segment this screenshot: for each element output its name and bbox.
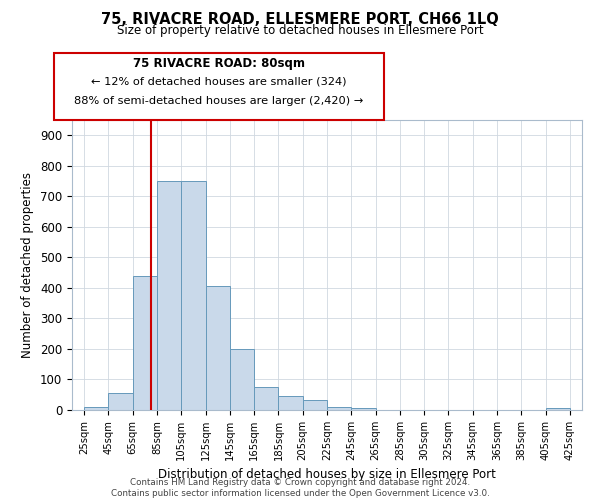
Bar <box>181 181 206 410</box>
Bar <box>327 407 351 410</box>
Bar <box>254 387 278 410</box>
Text: 88% of semi-detached houses are larger (2,420) →: 88% of semi-detached houses are larger (… <box>74 96 364 106</box>
Bar <box>133 276 157 410</box>
Bar <box>278 396 303 410</box>
Text: 75 RIVACRE ROAD: 80sqm: 75 RIVACRE ROAD: 80sqm <box>133 58 305 70</box>
Bar <box>545 408 570 410</box>
Text: Size of property relative to detached houses in Ellesmere Port: Size of property relative to detached ho… <box>116 24 484 37</box>
Bar <box>206 286 230 410</box>
Bar <box>230 349 254 410</box>
Text: 75, RIVACRE ROAD, ELLESMERE PORT, CH66 1LQ: 75, RIVACRE ROAD, ELLESMERE PORT, CH66 1… <box>101 12 499 28</box>
Bar <box>84 407 109 410</box>
Text: ← 12% of detached houses are smaller (324): ← 12% of detached houses are smaller (32… <box>91 76 347 86</box>
Bar <box>303 400 327 410</box>
Y-axis label: Number of detached properties: Number of detached properties <box>22 172 34 358</box>
Bar <box>157 181 181 410</box>
X-axis label: Distribution of detached houses by size in Ellesmere Port: Distribution of detached houses by size … <box>158 468 496 481</box>
Bar <box>351 408 376 410</box>
Bar <box>109 392 133 410</box>
Text: Contains HM Land Registry data © Crown copyright and database right 2024.
Contai: Contains HM Land Registry data © Crown c… <box>110 478 490 498</box>
